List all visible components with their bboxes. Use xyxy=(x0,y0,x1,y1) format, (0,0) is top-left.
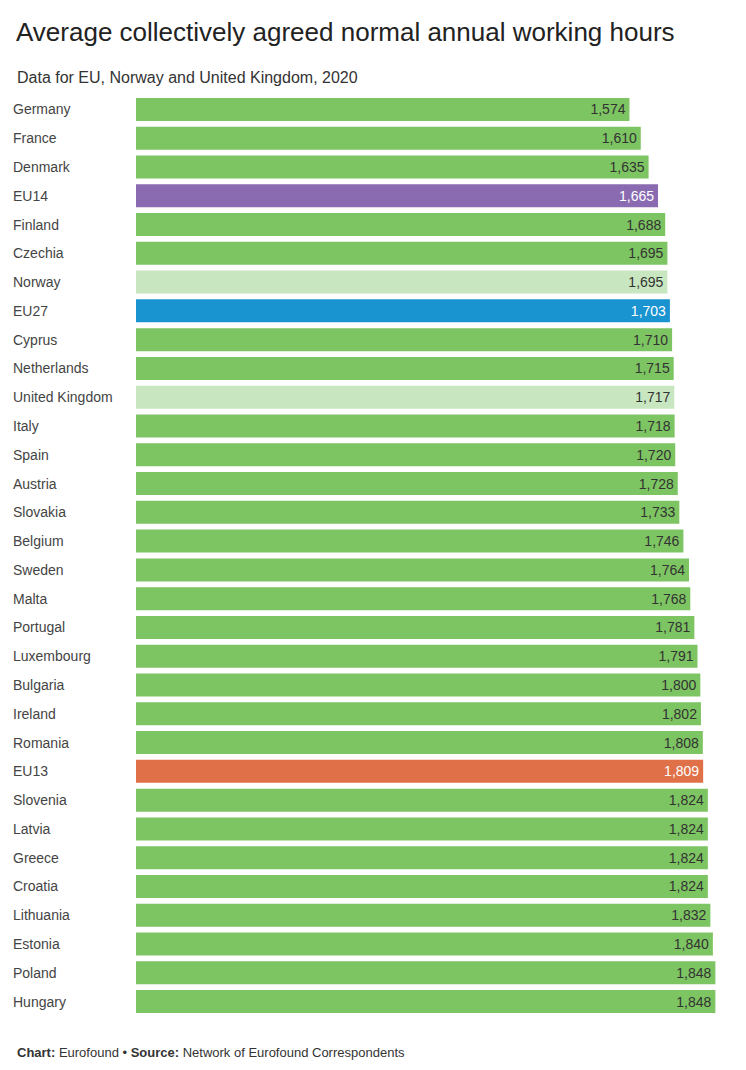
svg-text:1,688: 1,688 xyxy=(626,217,661,233)
svg-text:Portugal: Portugal xyxy=(13,619,65,635)
svg-text:EU27: EU27 xyxy=(13,303,48,319)
svg-text:1,802: 1,802 xyxy=(662,706,697,722)
svg-text:Source:: Source: xyxy=(131,1045,179,1060)
svg-text:Greece: Greece xyxy=(13,850,59,866)
svg-text:1,695: 1,695 xyxy=(628,274,663,290)
svg-text:1,809: 1,809 xyxy=(664,763,699,779)
svg-text:1,848: 1,848 xyxy=(676,965,711,981)
svg-text:Romania: Romania xyxy=(13,735,69,751)
svg-text:Belgium: Belgium xyxy=(13,533,64,549)
svg-text:Sweden: Sweden xyxy=(13,562,64,578)
svg-text:Eurofound •: Eurofound • xyxy=(55,1045,130,1060)
svg-text:1,715: 1,715 xyxy=(635,360,670,376)
svg-text:Cyprus: Cyprus xyxy=(13,332,57,348)
svg-text:EU14: EU14 xyxy=(13,188,48,204)
svg-text:Luxembourg: Luxembourg xyxy=(13,648,91,664)
svg-text:1,781: 1,781 xyxy=(655,619,690,635)
svg-text:France: France xyxy=(13,130,57,146)
svg-text:Slovenia: Slovenia xyxy=(13,792,67,808)
svg-text:Croatia: Croatia xyxy=(13,878,58,894)
svg-text:1,824: 1,824 xyxy=(669,850,704,866)
svg-text:Data for EU, Norway and United: Data for EU, Norway and United Kingdom, … xyxy=(17,69,358,86)
svg-text:1,800: 1,800 xyxy=(661,677,696,693)
svg-text:1,703: 1,703 xyxy=(631,303,666,319)
svg-text:1,768: 1,768 xyxy=(651,591,686,607)
svg-text:Hungary: Hungary xyxy=(13,994,66,1010)
svg-text:Norway: Norway xyxy=(13,274,60,290)
svg-text:Czechia: Czechia xyxy=(13,245,64,261)
svg-text:1,824: 1,824 xyxy=(669,792,704,808)
svg-text:1,733: 1,733 xyxy=(640,504,675,520)
svg-text:Slovakia: Slovakia xyxy=(13,504,66,520)
svg-text:1,791: 1,791 xyxy=(658,648,693,664)
svg-text:Bulgaria: Bulgaria xyxy=(13,677,65,693)
svg-text:1,610: 1,610 xyxy=(602,130,637,146)
svg-text:1,718: 1,718 xyxy=(636,418,671,434)
svg-text:Netherlands: Netherlands xyxy=(13,360,89,376)
svg-text:Estonia: Estonia xyxy=(13,936,60,952)
svg-text:Finland: Finland xyxy=(13,217,59,233)
svg-text:Malta: Malta xyxy=(13,591,47,607)
svg-text:Latvia: Latvia xyxy=(13,821,51,837)
svg-text:Average collectively agreed no: Average collectively agreed normal annua… xyxy=(16,17,675,47)
svg-text:1,695: 1,695 xyxy=(628,245,663,261)
svg-text:1,840: 1,840 xyxy=(674,936,709,952)
svg-text:Denmark: Denmark xyxy=(13,159,71,175)
svg-text:EU13: EU13 xyxy=(13,763,48,779)
svg-text:Ireland: Ireland xyxy=(13,706,56,722)
svg-text:1,746: 1,746 xyxy=(644,533,679,549)
svg-text:Austria: Austria xyxy=(13,476,57,492)
svg-text:Chart:: Chart: xyxy=(17,1045,55,1060)
svg-text:1,710: 1,710 xyxy=(633,332,668,348)
svg-text:Network of Eurofound Correspon: Network of Eurofound Correspondents xyxy=(179,1045,405,1060)
svg-text:1,717: 1,717 xyxy=(635,389,670,405)
svg-text:Italy: Italy xyxy=(13,418,39,434)
svg-text:1,764: 1,764 xyxy=(650,562,685,578)
svg-text:1,824: 1,824 xyxy=(669,821,704,837)
svg-text:Spain: Spain xyxy=(13,447,49,463)
svg-text:1,848: 1,848 xyxy=(676,994,711,1010)
svg-text:1,665: 1,665 xyxy=(619,188,654,204)
svg-text:1,720: 1,720 xyxy=(636,447,671,463)
svg-text:1,635: 1,635 xyxy=(610,159,645,175)
svg-text:1,832: 1,832 xyxy=(671,907,706,923)
svg-text:United Kingdom: United Kingdom xyxy=(13,389,113,405)
svg-text:1,574: 1,574 xyxy=(590,101,625,117)
svg-text:1,808: 1,808 xyxy=(664,735,699,751)
svg-text:1,824: 1,824 xyxy=(669,878,704,894)
svg-text:1,728: 1,728 xyxy=(639,476,674,492)
svg-text:Poland: Poland xyxy=(13,965,57,981)
svg-text:Lithuania: Lithuania xyxy=(13,907,70,923)
svg-text:Germany: Germany xyxy=(13,101,71,117)
